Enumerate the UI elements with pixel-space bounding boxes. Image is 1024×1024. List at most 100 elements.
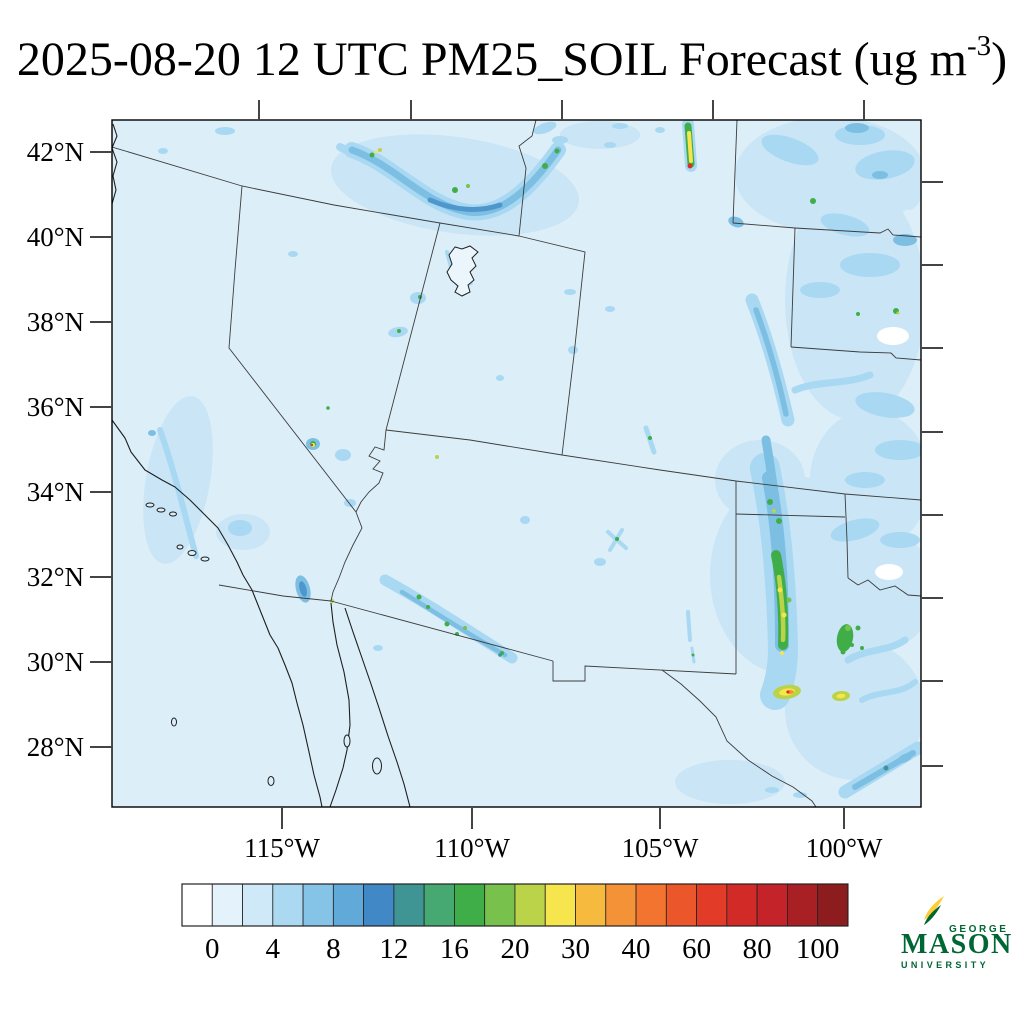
colorbar-cell (181, 883, 213, 927)
island-outline (171, 717, 177, 727)
colorbar-cell (575, 883, 607, 927)
pm-feature (215, 127, 235, 135)
pm-hotspot (896, 311, 900, 315)
pm-feature (820, 213, 870, 237)
colorbar-cell (665, 883, 697, 927)
pm-hotspot (856, 312, 860, 316)
pm-feature (840, 253, 900, 277)
gmu-logo-mason-text: MASON (901, 929, 1013, 960)
colorbar-cell (696, 883, 728, 927)
colorbar-cell (454, 883, 486, 927)
lat-label: 38°N (27, 307, 84, 337)
pm-feature (568, 346, 578, 354)
lon-label: 115°W (244, 833, 320, 863)
pm-band (348, 146, 562, 216)
lat-label: 42°N (27, 137, 84, 167)
pm-hotspot (542, 163, 548, 169)
pm-hotspot (426, 605, 430, 609)
colorbar-cell (726, 883, 758, 927)
pm-hotspot (687, 163, 693, 169)
colorbar-cell (484, 883, 516, 927)
pm-hotspot (444, 621, 450, 627)
colorbar-outline (181, 883, 849, 927)
lat-label: 32°N (27, 562, 84, 592)
pm-feature (785, 640, 921, 780)
coastline (112, 419, 323, 807)
pm-feature (880, 532, 920, 548)
lon-label: 105°W (622, 833, 699, 863)
state-border (732, 120, 738, 224)
island-outline (187, 550, 197, 556)
pm-hotspot (463, 626, 467, 630)
map-layers (112, 120, 921, 807)
page-title: 2025-08-20 12 UTC PM25_SOIL Forecast (ug… (0, 30, 1024, 87)
gmu-logo: GEORGE MASON UNIVERSITY (897, 896, 1011, 972)
pm-hotspot (416, 594, 422, 600)
pm-hotspot (498, 653, 502, 657)
pm-feature (785, 180, 921, 420)
state-border (112, 146, 520, 237)
pm-feature (872, 171, 888, 179)
pm-feature (344, 499, 356, 507)
pm-feature (604, 142, 616, 148)
coastline (329, 602, 351, 807)
pm-hotspot (310, 443, 314, 447)
lon-label: 100°W (806, 833, 883, 863)
colorbar-cell (272, 883, 304, 927)
island-outline (169, 511, 177, 517)
pm-band (859, 679, 918, 703)
state-border (732, 222, 921, 238)
pm-feature (845, 472, 885, 488)
pm-feature (148, 430, 156, 436)
state-border (790, 227, 796, 348)
colorbar-cell (393, 883, 425, 927)
pm-hotspot (615, 537, 619, 541)
colorbar-cell (787, 883, 819, 927)
colorbar-label: 20 (500, 933, 529, 965)
pm-hotspot (369, 152, 375, 158)
colorbar-label: 8 (326, 933, 341, 965)
pm-hotspot (554, 148, 560, 154)
pm-feature (897, 753, 913, 763)
pm-feature (728, 216, 744, 228)
pm-hotspot (786, 690, 790, 694)
colorbar-label: 30 (561, 933, 590, 965)
coastline (344, 607, 411, 807)
pm-hotspot (855, 625, 861, 631)
state-border (552, 661, 737, 682)
pm-feature (594, 558, 606, 566)
island-outline (200, 556, 210, 562)
colorbar-label: 12 (379, 933, 408, 965)
pm-hotspot (781, 612, 787, 618)
pm-hotspot (860, 646, 864, 650)
colorbar-label: 16 (440, 933, 469, 965)
island-outline (343, 734, 351, 748)
pm-hotspot (780, 651, 784, 655)
pm-hotspot (374, 150, 378, 154)
state-border (355, 429, 387, 513)
pm-band (753, 307, 789, 417)
colorbar-label: 100 (796, 933, 840, 965)
island-outline (156, 507, 166, 513)
pm-feature (836, 693, 846, 699)
lat-label: 28°N (27, 732, 84, 762)
pm-feature (331, 134, 579, 236)
pm-feature (410, 292, 426, 304)
pm-feature (800, 282, 840, 298)
pm-feature (765, 787, 779, 793)
pm-feature (299, 581, 307, 597)
pm-hotspot (810, 198, 816, 204)
state-border (844, 493, 849, 579)
colorbar-label: 4 (266, 933, 281, 965)
state-border (330, 600, 554, 662)
pm-band (399, 589, 508, 658)
pm-feature (158, 148, 168, 154)
colorbar-label: 40 (622, 933, 651, 965)
pm-band (761, 435, 782, 525)
pm-hotspot (452, 187, 458, 193)
pm-feature (675, 760, 785, 804)
pm-hotspot (767, 499, 773, 505)
pm-feature (520, 516, 530, 524)
pm-hotspot (776, 518, 782, 524)
island-outline (145, 502, 155, 508)
